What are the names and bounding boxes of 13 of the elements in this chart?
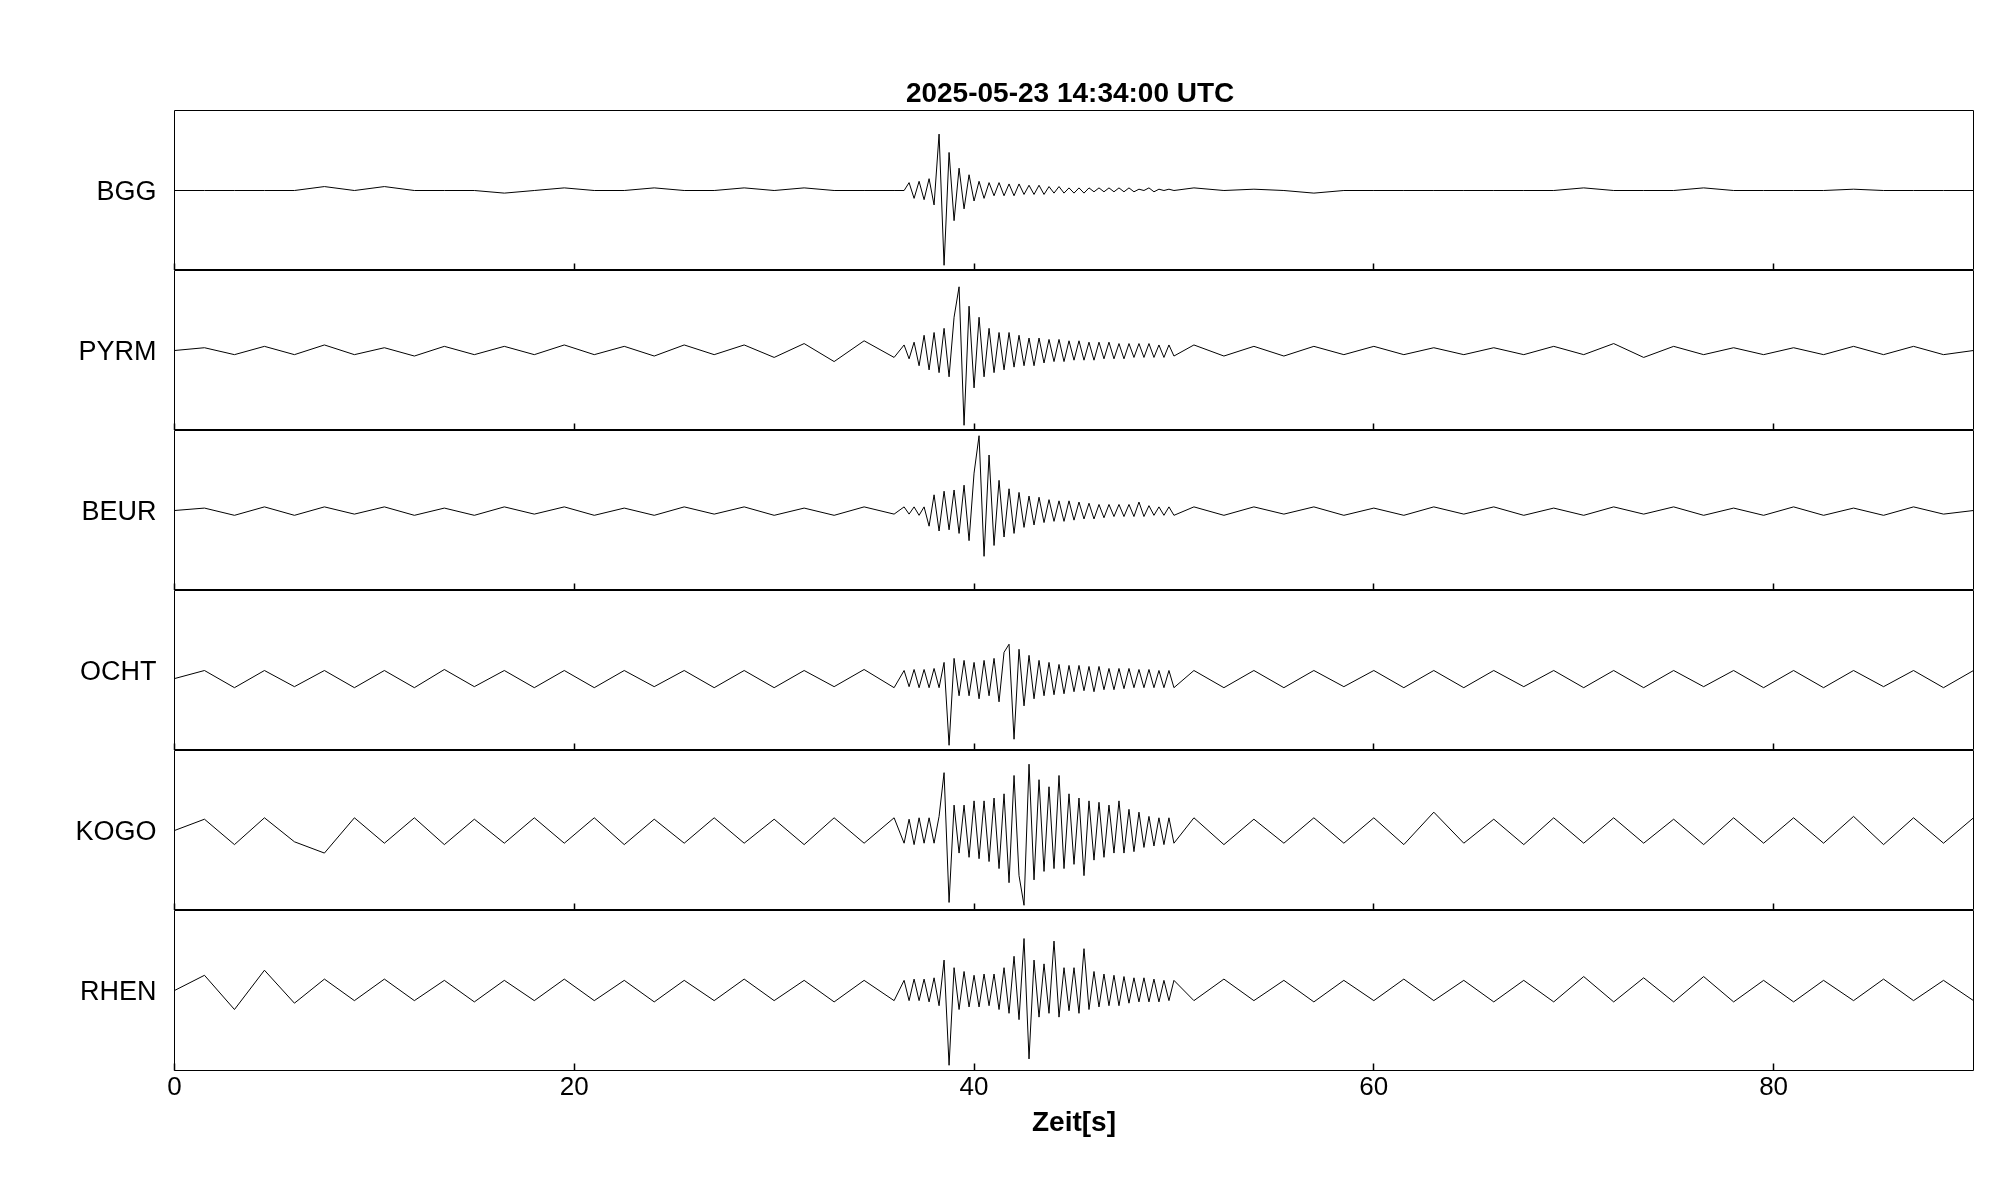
- y-axis-title: RHEN: [80, 975, 157, 1006]
- x-tick-label: 0: [167, 1070, 182, 1101]
- y-axis-title: BGG: [96, 175, 157, 206]
- x-tick-label: 80: [1759, 1070, 1789, 1101]
- x-tick-label: 40: [959, 1070, 989, 1101]
- y-axis-title: KOGO: [75, 815, 157, 846]
- x-tick-label: 20: [559, 1070, 589, 1101]
- chart-title: 2025-05-23 14:34:00 UTC: [905, 76, 1235, 108]
- y-axis-title: PYRM: [78, 335, 157, 366]
- x-axis-title: Zeit[s]: [1032, 1105, 1116, 1137]
- y-axis-title: OCHT: [80, 655, 157, 686]
- x-tick-label: 60: [1359, 1070, 1389, 1101]
- y-axis-title: BEUR: [81, 495, 157, 526]
